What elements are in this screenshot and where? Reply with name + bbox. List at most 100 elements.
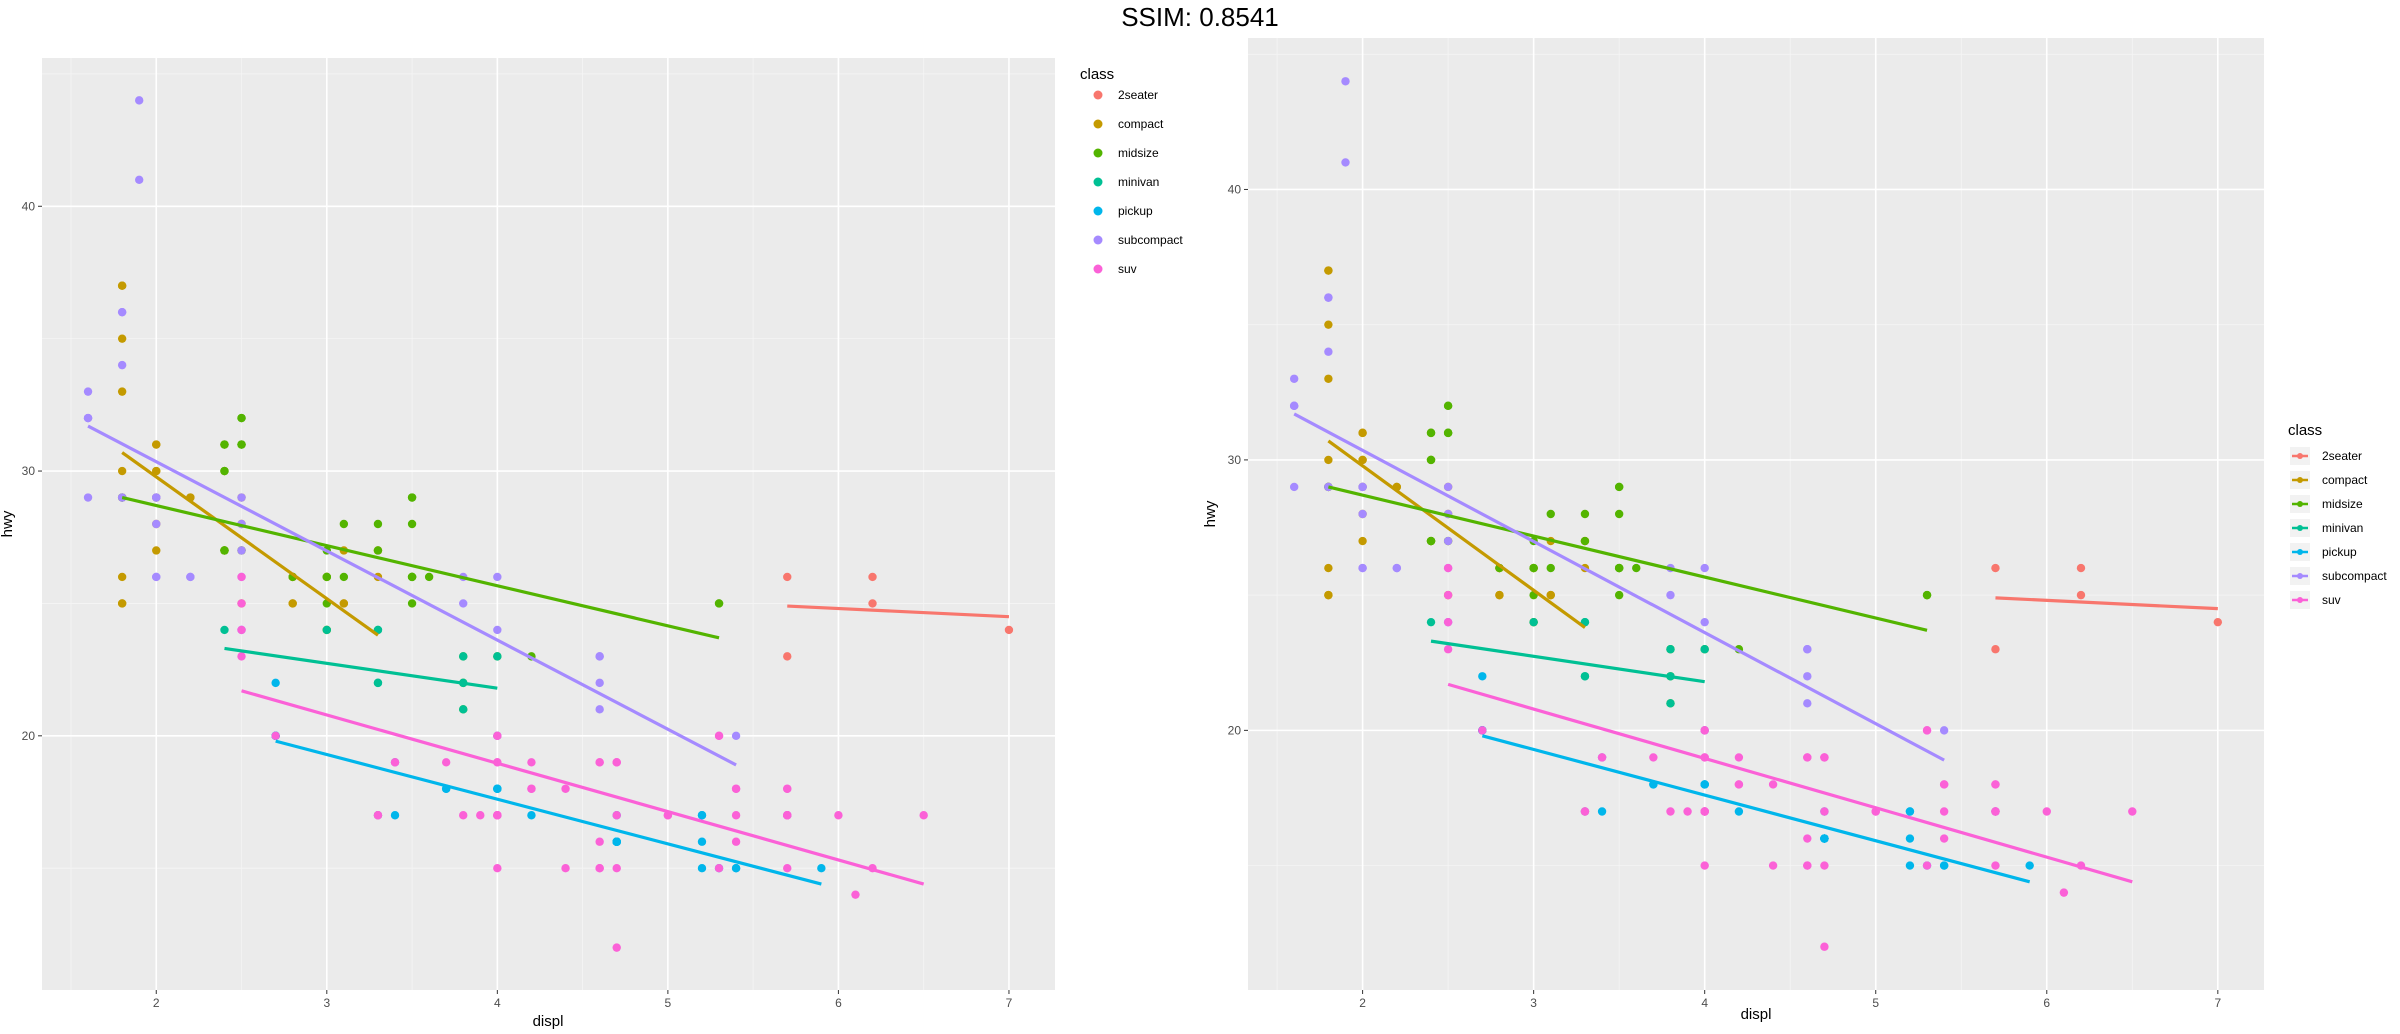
point-compact (152, 440, 161, 449)
x-tick-label: 3 (1530, 996, 1537, 1010)
point-midsize (220, 440, 229, 449)
point-suv (731, 837, 741, 846)
point-minivan (1700, 645, 1709, 654)
point-suv (373, 811, 383, 820)
legend-key-midsize (2297, 501, 2303, 507)
point-suv (561, 784, 570, 793)
point-suv (1922, 861, 1932, 870)
point-subcompact (493, 572, 502, 582)
point-suv (1700, 807, 1709, 816)
fit-line-pickup (275, 739, 822, 886)
point-midsize (714, 599, 724, 608)
legend-key-subcompact (1093, 235, 1103, 245)
point-subcompact (1324, 293, 1333, 302)
y-tick-label: 40 (1228, 182, 1242, 196)
legend-title: class (1080, 66, 1114, 83)
point-suv (1803, 753, 1812, 762)
point-midsize (1922, 590, 1932, 600)
point-subcompact (1803, 645, 1812, 654)
point-suv (1820, 861, 1829, 870)
point-compact (117, 466, 127, 476)
point-midsize (407, 572, 417, 582)
point-suv (561, 864, 570, 873)
point-subcompact (595, 652, 604, 661)
point-suv (1443, 645, 1453, 654)
point-suv (493, 811, 502, 820)
point-suv (1820, 942, 1829, 951)
point-2seater (2076, 563, 2086, 573)
point-suv (714, 731, 724, 741)
legend-key-pickup (2297, 549, 2303, 555)
y-axis-label: hwy (0, 510, 16, 537)
legend-label-minivan: minivan (1118, 175, 1159, 189)
point-pickup (493, 784, 502, 793)
point-pickup (1478, 672, 1487, 681)
point-suv (2059, 888, 2069, 897)
x-tick-label: 5 (1872, 996, 1879, 1010)
point-subcompact (135, 96, 144, 105)
point-suv (1939, 834, 1949, 843)
point-pickup (1734, 807, 1744, 816)
point-subcompact (1392, 563, 1402, 573)
fit-line-suv (1447, 682, 2133, 884)
point-suv (1991, 780, 2000, 789)
point-subcompact (595, 705, 604, 714)
point-pickup (271, 678, 280, 688)
point-suv (731, 811, 741, 820)
point-suv (612, 811, 621, 820)
point-minivan (322, 625, 331, 635)
point-pickup (1700, 780, 1709, 789)
point-pickup (697, 864, 707, 873)
legend-key-suv (1093, 264, 1103, 274)
point-pickup (612, 837, 621, 846)
fit-line-minivan (224, 646, 498, 690)
point-suv (476, 811, 485, 820)
x-tick-label: 4 (1701, 996, 1708, 1010)
point-midsize (322, 572, 331, 582)
point-subcompact (1939, 726, 1949, 735)
point-suv (237, 625, 246, 635)
point-2seater (2213, 617, 2223, 627)
legend-label-compact: compact (1118, 117, 1164, 131)
point-subcompact (1358, 509, 1367, 519)
point-compact (1358, 536, 1367, 546)
fit-line-compact (1327, 439, 1586, 629)
legend-key-compact (1093, 119, 1103, 129)
point-pickup (527, 811, 536, 820)
legend-label-compact: compact (2322, 473, 2368, 487)
point-suv (1734, 753, 1744, 762)
point-pickup (390, 811, 400, 820)
point-suv (237, 572, 246, 582)
point-2seater (868, 572, 877, 582)
point-suv (1820, 753, 1829, 762)
point-midsize (1580, 509, 1590, 519)
point-compact (1324, 266, 1333, 275)
point-pickup (1905, 834, 1915, 843)
point-suv (919, 811, 928, 820)
y-tick-label: 30 (1228, 453, 1242, 467)
point-minivan (459, 705, 468, 714)
y-tick-label: 30 (22, 464, 36, 478)
point-midsize (407, 599, 417, 608)
point-subcompact (1289, 374, 1299, 383)
x-tick-label: 2 (153, 996, 160, 1010)
x-tick-label: 6 (2043, 996, 2050, 1010)
x-tick-label: 5 (665, 996, 672, 1010)
fit-line-2seater (787, 604, 1010, 619)
point-midsize (339, 572, 349, 582)
point-compact (1324, 590, 1333, 600)
point-suv (1768, 780, 1778, 789)
point-compact (117, 387, 127, 396)
fit-line-midsize (1328, 485, 1928, 632)
point-minivan (373, 678, 383, 688)
point-midsize (407, 519, 417, 529)
point-suv (1649, 753, 1658, 762)
plot-background (1248, 38, 2264, 990)
point-subcompact (731, 731, 741, 741)
point-subcompact (1289, 401, 1299, 411)
point-suv (1820, 807, 1829, 816)
point-pickup (1939, 861, 1949, 870)
point-suv (595, 758, 604, 767)
point-subcompact (135, 175, 144, 184)
